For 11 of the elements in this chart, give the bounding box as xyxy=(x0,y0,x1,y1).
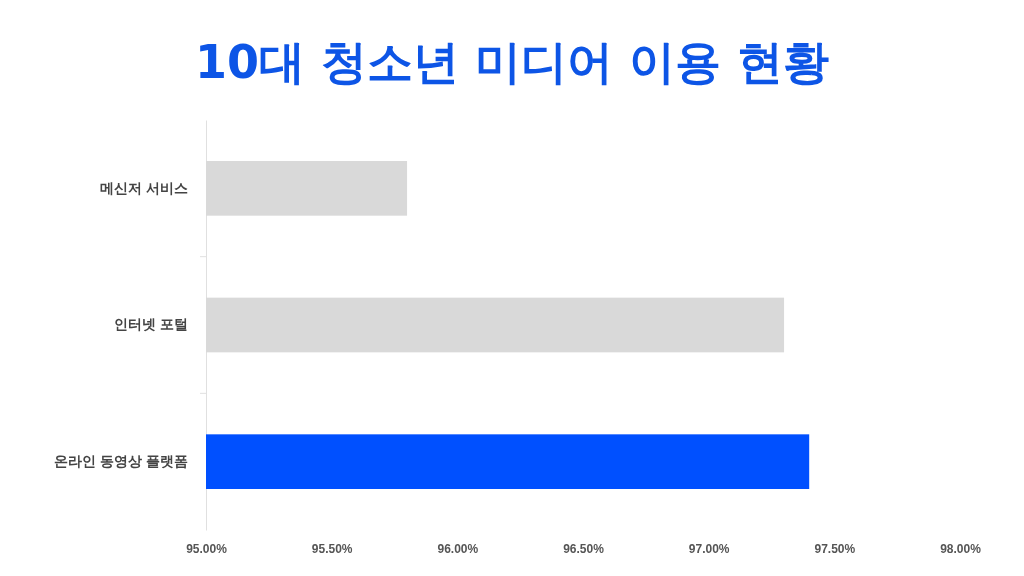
x-tick-label: 98.00% xyxy=(940,541,982,556)
x-tick-label: 96.50% xyxy=(563,541,605,556)
x-tick-label: 95.00% xyxy=(186,541,228,556)
x-tick-label: 97.00% xyxy=(688,541,730,556)
chart-title: 10대 청소년 미디어 이용 현황 xyxy=(194,35,830,89)
y-tick-label: 메신저 서비스 xyxy=(100,179,188,196)
x-tick-label: 95.50% xyxy=(311,541,353,556)
x-tick-label: 96.00% xyxy=(437,541,479,556)
y-tick-label: 인터넷 포털 xyxy=(114,316,188,333)
x-tick-label: 97.50% xyxy=(814,541,856,556)
y-tick-label: 온라인 동영상 플랫폼 xyxy=(54,453,188,470)
